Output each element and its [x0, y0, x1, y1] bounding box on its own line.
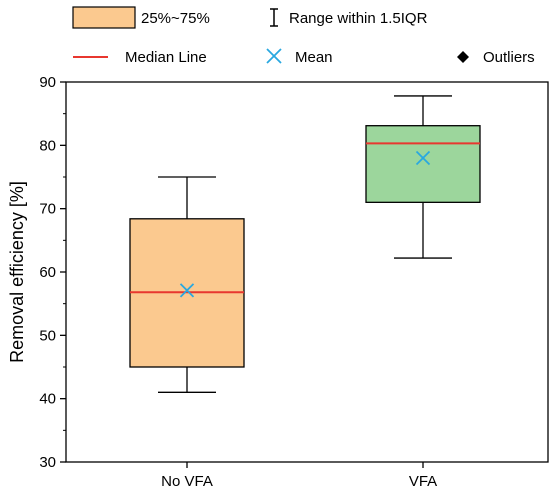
y-tick-label: 60	[39, 264, 56, 281]
y-tick-label: 40	[39, 391, 56, 408]
legend-range-icon	[270, 8, 278, 27]
legend-label-box: 25%~75%	[141, 10, 210, 27]
x-category-label: VFA	[409, 473, 437, 490]
iqr-box	[365, 125, 481, 203]
legend-mean-icon	[266, 48, 282, 64]
legend: 25%~75% Range within 1.5IQR Median Line …	[72, 6, 535, 66]
plot-area: 30 40 50 60 70 80 90 No VFA VFA	[39, 74, 549, 490]
x-category-label: No VFA	[161, 473, 213, 490]
y-axis-title: Removal efficiency [%]	[7, 181, 27, 363]
legend-label-median: Median Line	[125, 49, 207, 66]
y-tick-label: 30	[39, 454, 56, 471]
legend-label-range: Range within 1.5IQR	[289, 10, 428, 27]
mean-marker	[415, 150, 431, 166]
y-tick-label: 90	[39, 74, 56, 91]
y-tick-label: 70	[39, 201, 56, 218]
legend-label-outliers: Outliers	[483, 49, 535, 66]
y-tick-label: 80	[39, 137, 56, 154]
legend-box-swatch	[72, 6, 136, 29]
legend-outlier-icon	[457, 51, 469, 63]
mean-marker	[179, 283, 195, 298]
legend-label-mean: Mean	[295, 49, 333, 66]
y-tick-label: 50	[39, 327, 56, 344]
